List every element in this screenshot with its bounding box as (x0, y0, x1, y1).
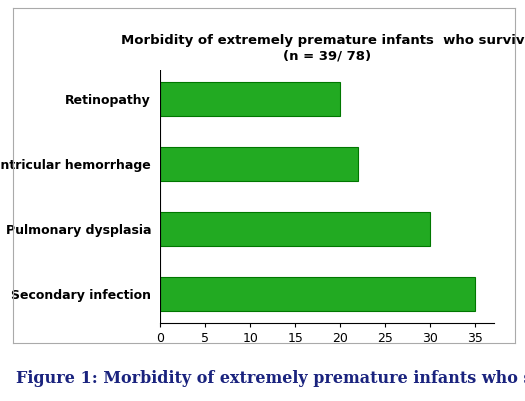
Bar (160, 147, 359, 181)
Text: Figure 1: Morbidity of extremely premature infants who survive.: Figure 1: Morbidity of extremely prematu… (16, 370, 525, 387)
Bar (160, 277, 476, 311)
Bar (160, 212, 430, 246)
Bar (160, 82, 340, 115)
Title: Morbidity of extremely premature infants  who survive
(n = 39/ 78): Morbidity of extremely premature infants… (121, 34, 525, 62)
